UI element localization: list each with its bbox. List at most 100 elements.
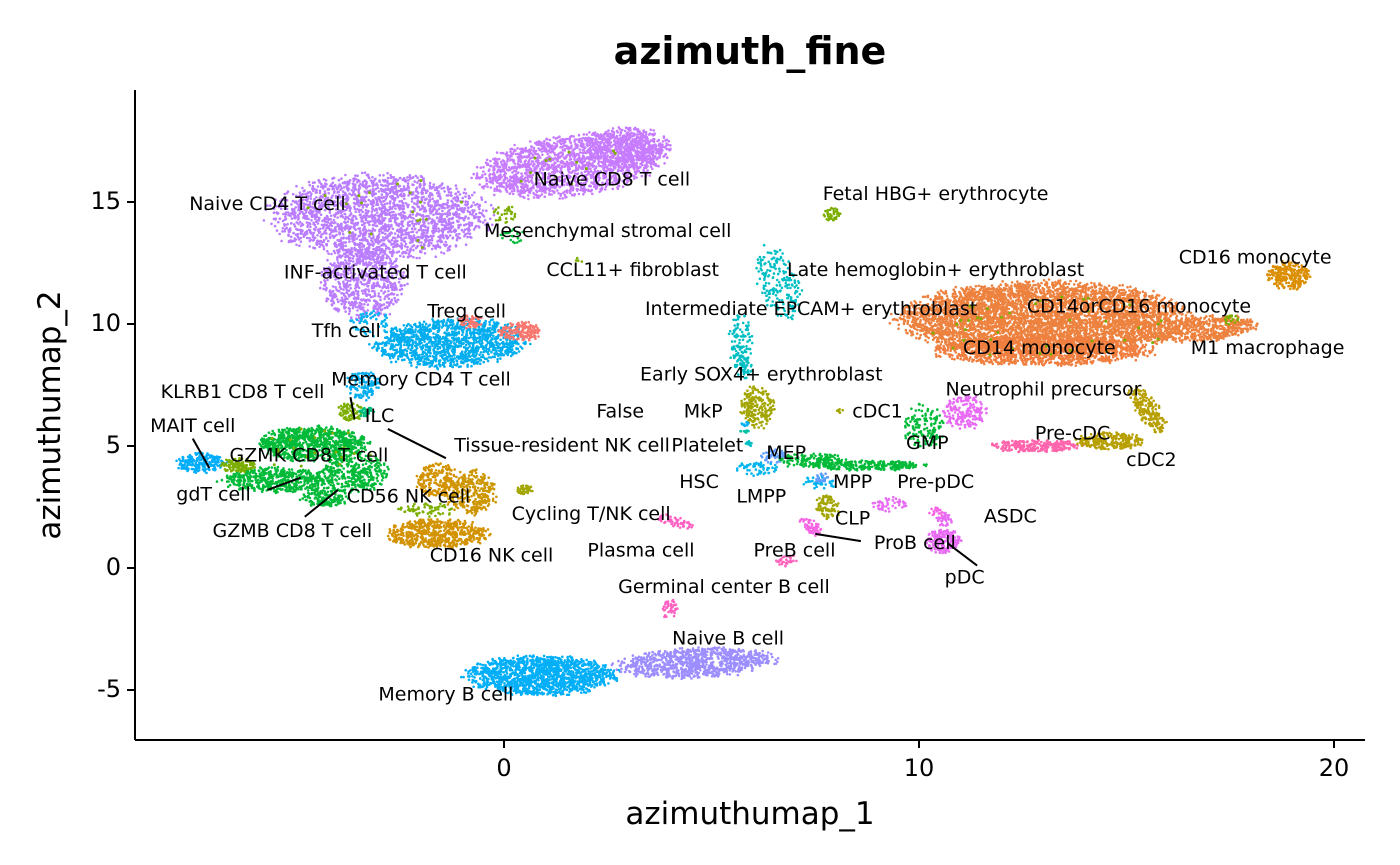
cluster-label-m1-macrophage: M1 macrophage xyxy=(1191,337,1345,359)
cluster-points-gdt-cell xyxy=(219,456,257,473)
cluster-points-memory-b-cell xyxy=(460,654,622,697)
cluster-points-cdc2 xyxy=(1074,386,1168,451)
cluster-points-mesenchymal-stromal-cell xyxy=(492,205,517,224)
leader-line-klrb1-cd8-t-cell xyxy=(349,397,356,420)
cluster-label-mep: MEP xyxy=(766,442,806,464)
cluster-points-mkp xyxy=(740,420,750,428)
cluster-label-cd56-nk-cell: CD56 NK cell xyxy=(347,486,471,508)
cluster-points-prob-cell xyxy=(798,517,823,537)
cluster-points-mait-cell xyxy=(175,451,229,475)
cluster-label-plasma-cell: Plasma cell xyxy=(587,539,694,561)
x-tick-label: 20 xyxy=(1319,754,1350,782)
cluster-label-pre-cdc: Pre-cDC xyxy=(1035,422,1110,444)
cluster-points-asdc xyxy=(928,506,944,517)
scattered-minor-points xyxy=(270,149,1163,468)
cluster-label-germinal-center-b-cell: Germinal center B cell xyxy=(618,576,830,598)
cluster-label-platelet: Platelet xyxy=(671,435,743,457)
leader-line-gzmb-cd8-t-cell xyxy=(304,489,339,518)
y-tick-label: 10 xyxy=(90,309,121,337)
axes: 0 10 20 -5 0 5 10 15 xyxy=(90,90,1365,782)
cluster-points-naive-cd8-t-cell xyxy=(470,126,672,201)
cluster-points-m1-macrophage xyxy=(1223,314,1240,326)
cluster-points-cd16-nk-cell xyxy=(386,462,492,549)
cluster-label-preb-cell: PreB cell xyxy=(754,539,836,561)
cluster-points-mep xyxy=(759,447,787,464)
cluster-label-pre-pdc: Pre-pDC xyxy=(897,471,974,493)
cluster-label-klrb1-cd8-t-cell: KLRB1 CD8 T cell xyxy=(161,381,325,403)
cluster-points-preb-cell xyxy=(775,554,798,568)
cluster-points-neutrophil-precursor xyxy=(941,394,988,430)
x-axis-title: azimuthumap_1 xyxy=(625,796,874,832)
cluster-points-plasma-cell xyxy=(657,513,694,530)
cluster-label-ccl11-fibroblast: CCL11+ fibroblast xyxy=(546,259,719,281)
cluster-label-cd16-nk-cell: CD16 NK cell xyxy=(430,544,554,566)
cluster-points-ilc xyxy=(358,406,376,418)
cluster-label-naive-cd8-t-cell: Naive CD8 T cell xyxy=(534,169,690,191)
y-tick-label: 15 xyxy=(90,187,121,215)
y-tick-label: 5 xyxy=(106,431,121,459)
cluster-label-mesenchymal-stromal-cell: Mesenchymal stromal cell xyxy=(484,220,731,242)
cluster-label-naive-b-cell: Naive B cell xyxy=(672,627,784,649)
cluster-label-mkp: MkP xyxy=(684,400,723,422)
x-tick-label: 10 xyxy=(904,754,935,782)
cluster-points-platelet xyxy=(744,440,753,448)
cluster-points-intermediate-epcam-erythroblast xyxy=(735,356,753,380)
chart-title: azimuth_fine xyxy=(614,29,887,73)
cluster-points-cycling-t-nk-cell xyxy=(516,484,534,496)
cluster-label-naive-cd4-t-cell: Naive CD4 T cell xyxy=(189,193,345,215)
cluster-points-cd16-monocyte xyxy=(1266,259,1312,291)
cluster-label-neutrophil-precursor: Neutrophil precursor xyxy=(946,378,1142,400)
cluster-label-treg-cell: Treg cell xyxy=(426,300,506,322)
cluster-points-fetal-hbg-erythrocyte xyxy=(822,206,842,222)
cluster-label-inf-activated-t-cell: INF-activated T cell xyxy=(284,261,467,283)
cluster-label-false: False xyxy=(596,400,644,422)
cluster-points-gmp xyxy=(778,402,945,472)
cluster-label-gzmb-cd8-t-cell: GZMB CD8 T cell xyxy=(213,520,373,542)
cluster-label-gmp: GMP xyxy=(906,432,949,454)
cluster-points-late-hemoglobin-erythroblast xyxy=(727,243,804,375)
cluster-label-pdc: pDC xyxy=(945,566,985,588)
y-axis-title: azimuthumap_2 xyxy=(32,290,68,539)
cluster-points-naive-cd4-t-cell xyxy=(262,171,496,323)
cluster-label-cdc1: cDC1 xyxy=(852,400,902,422)
cluster-label-cycling-t-nk-cell: Cycling T/NK cell xyxy=(512,503,671,525)
cluster-label-mpp: MPP xyxy=(833,471,872,493)
cluster-points-gzmb-cd8-t-cell xyxy=(215,465,350,508)
y-tick-label: 0 xyxy=(106,553,121,581)
cluster-points-pdc xyxy=(925,511,963,555)
cluster-points-ccl11-fibroblast xyxy=(574,256,584,263)
cluster-label-tfh-cell: Tfh cell xyxy=(311,320,381,342)
cluster-points-pre-pdc xyxy=(871,495,908,513)
cluster-points-mpp xyxy=(815,472,830,484)
cluster-points-cd14-monocyte xyxy=(934,334,1157,368)
cluster-points-germinal-center-b-cell xyxy=(661,598,679,619)
leader-line-mait-cell xyxy=(191,438,211,469)
cluster-label-early-sox4-erythroblast: Early SOX4+ erythroblast xyxy=(640,364,882,386)
leader-line-prob-cell xyxy=(815,532,862,543)
cluster-label-cd14-monocyte: CD14 monocyte xyxy=(963,337,1116,359)
leader-lines xyxy=(191,397,978,567)
x-tick-label: 0 xyxy=(496,754,511,782)
cluster-label-intermediate-epcam-erythroblast: Intermediate EPCAM+ erythroblast xyxy=(645,298,977,320)
cluster-label-lmpp: LMPP xyxy=(736,486,786,508)
cluster-points-hsc xyxy=(735,461,778,477)
cluster-points-tfh-cell xyxy=(349,309,389,338)
cluster-labels: Naive CD8 T cell Naive CD4 T cell Memory C… xyxy=(150,169,1344,706)
leader-line-gdt-cell xyxy=(267,476,301,491)
cluster-label-memory-b-cell: Memory B cell xyxy=(378,683,513,705)
leader-line-ilc xyxy=(387,428,447,460)
cluster-label-late-hemoglobin-erythroblast: Late hemoglobin+ erythroblast xyxy=(787,259,1084,281)
cluster-label-hsc: HSC xyxy=(679,471,719,493)
cluster-label-ilc: ILC xyxy=(365,405,394,427)
cluster-points-treg-cell xyxy=(457,314,541,342)
cluster-points-clp xyxy=(815,494,840,521)
scatter-points xyxy=(175,126,1312,697)
cluster-points-gzmk-cd8-t-cell xyxy=(258,424,390,494)
cluster-label-cd16-monocyte: CD16 monocyte xyxy=(1179,247,1332,269)
leader-line-pdc xyxy=(947,542,978,567)
cluster-points-inf-activated-t-cell xyxy=(499,227,524,245)
cluster-points-naive-b-cell xyxy=(610,646,780,680)
cluster-label-cd14orcd16-monocyte: CD14orCD16 monocyte xyxy=(1027,295,1251,317)
cluster-points-cd56-nk-cell xyxy=(444,468,498,517)
cluster-points-cdc1 xyxy=(835,408,844,414)
